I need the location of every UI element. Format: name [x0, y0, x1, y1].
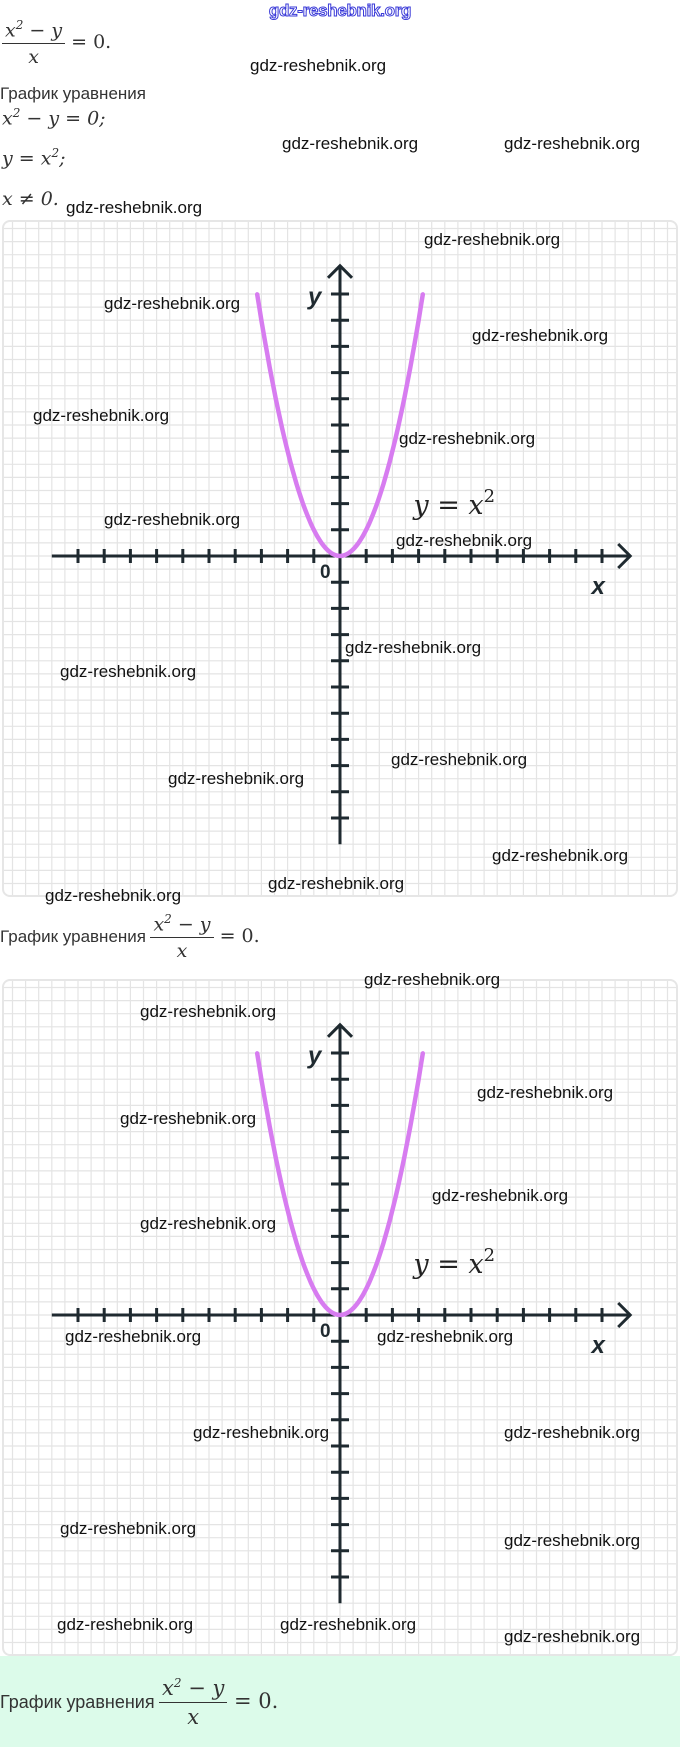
caption-label: График уравнения	[0, 1692, 155, 1712]
graph-2-svg: y x 0 y = x2	[4, 981, 676, 1654]
y-axis-label: y	[307, 283, 323, 310]
x-axis-arrow-icon	[617, 542, 633, 570]
x-axis-label: x	[590, 573, 607, 600]
watermark: gdz-reshebnik.org	[104, 510, 241, 529]
watermark: gdz-reshebnik.org	[364, 970, 501, 989]
watermark: gdz-reshebnik.org	[504, 1627, 641, 1646]
y-axis-arrow-icon	[326, 263, 354, 279]
caption-num-rest: − y	[171, 913, 211, 936]
watermark: gdz-reshebnik.org	[391, 750, 528, 769]
curve-label-exp: 2	[484, 486, 495, 507]
caption-rhs: = 0.	[227, 1689, 279, 1713]
watermark: gdz-reshebnik.org	[432, 1186, 569, 1205]
graph-1: y x 0 y = x2	[2, 220, 678, 897]
curve-label-text: y = x	[412, 490, 483, 521]
eq-num-exp: 2	[15, 18, 24, 32]
eq-num-rest: − y	[23, 19, 63, 42]
step1-rest: − y = 0;	[20, 107, 106, 130]
step-1: x2 − y = 0;	[2, 106, 106, 129]
watermark: gdz-reshebnik.org	[140, 1002, 277, 1021]
caption-num-x: x	[153, 913, 165, 936]
watermark: gdz-reshebnik.org	[140, 1214, 277, 1233]
watermark: gdz-reshebnik.org	[57, 1615, 194, 1634]
y-axis-label: y	[307, 1042, 323, 1069]
watermark: gdz-reshebnik.org	[477, 1083, 614, 1102]
equation: x2 − y x = 0.	[2, 18, 111, 68]
watermark: gdz-reshebnik.org	[504, 1423, 641, 1442]
caption-den: x	[187, 1705, 200, 1729]
origin-label: 0	[320, 1321, 331, 1342]
eq-den: x	[28, 46, 39, 69]
watermark: gdz-reshebnik.org	[504, 1531, 641, 1550]
caption-label: График уравнения	[0, 927, 146, 947]
caption-cut: График уравнения	[0, 84, 146, 103]
x-axis-label: x	[590, 1332, 607, 1359]
y-axis-arrow-icon	[326, 1022, 354, 1038]
watermark: gdz-reshebnik.org	[282, 134, 419, 153]
graph-1-svg: y x 0 y = x2	[4, 222, 676, 895]
eq-rhs: = 0.	[65, 31, 112, 54]
watermark: gdz-reshebnik.org	[60, 1519, 197, 1538]
caption-rhs: = 0.	[213, 925, 260, 948]
watermark: gdz-reshebnik.org	[33, 406, 170, 425]
watermark: gdz-reshebnik.org	[45, 886, 182, 905]
watermark: gdz-reshebnik.org	[250, 56, 387, 75]
curve-label-exp: 2	[484, 1245, 495, 1266]
parabola-curve	[254, 1051, 426, 1318]
watermark: gdz-reshebnik.org	[472, 326, 609, 345]
step2-exp: 2	[51, 146, 60, 160]
x-axis-arrow-icon	[617, 1301, 633, 1329]
curve-label-text: y = x	[412, 1249, 483, 1280]
curve-label: y = x2	[412, 486, 495, 521]
step1-exp: 2	[12, 106, 21, 120]
step1-lhs: x	[2, 107, 13, 130]
caption-num-exp: 2	[164, 912, 172, 926]
watermark: gdz-reshebnik.org	[504, 134, 641, 153]
watermark: gdz-reshebnik.org	[424, 230, 561, 249]
watermark: gdz-reshebnik.org	[66, 198, 203, 217]
caption-1: График уравнения x2 − y x = 0.	[0, 912, 260, 962]
caption-num-exp: 2	[173, 1676, 182, 1690]
graph-2: y x 0 y = x2	[2, 979, 678, 1656]
watermark: gdz-reshebnik.org	[120, 1109, 257, 1128]
caption-den: x	[176, 940, 188, 963]
step-3: x ≠ 0.	[2, 188, 59, 210]
parabola-curve	[254, 292, 426, 559]
watermark: gdz-reshebnik.org	[60, 662, 197, 681]
watermark: gdz-reshebnik.org	[377, 1327, 514, 1346]
watermark: gdz-reshebnik.org	[268, 874, 405, 893]
watermark: gdz-reshebnik.org	[168, 769, 305, 788]
step2-rest: ;	[59, 147, 66, 170]
watermark: gdz-reshebnik.org	[65, 1327, 202, 1346]
watermark: gdz-reshebnik.org	[193, 1423, 330, 1442]
watermark: gdz-reshebnik.org	[396, 531, 533, 550]
watermark: gdz-reshebnik.org	[345, 638, 482, 657]
site-logo[interactable]: gdz-reshebnik.org	[268, 1, 412, 21]
watermark: gdz-reshebnik.org	[104, 294, 241, 313]
eq-num-x: x	[5, 19, 16, 42]
caption-num-rest: − y	[181, 1676, 225, 1700]
watermark: gdz-reshebnik.org	[399, 429, 536, 448]
watermark: gdz-reshebnik.org	[492, 846, 629, 865]
origin-label: 0	[320, 562, 331, 583]
caption-num-x: x	[162, 1676, 174, 1700]
curve-label: y = x2	[412, 1245, 495, 1280]
watermark: gdz-reshebnik.org	[280, 1615, 417, 1634]
step-2: y = x2;	[2, 146, 66, 169]
step2-lhs: y = x	[2, 147, 52, 170]
